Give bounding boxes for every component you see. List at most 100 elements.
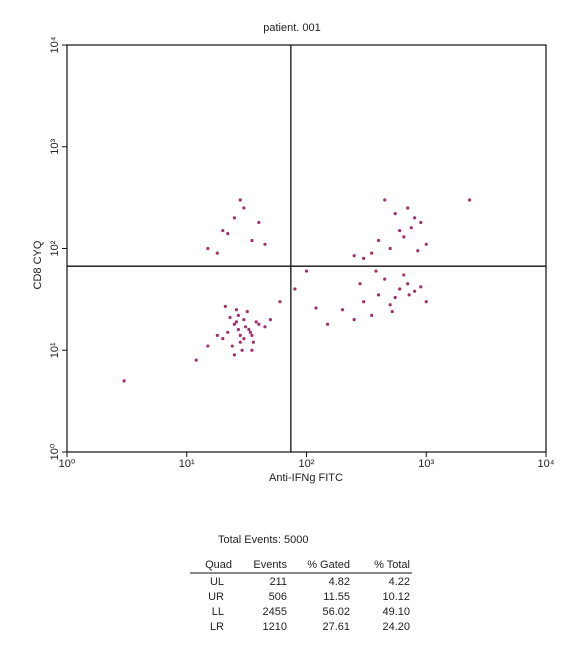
y-axis-label: CD8 CYQ	[32, 240, 44, 289]
point	[406, 206, 410, 210]
point	[194, 358, 198, 362]
point	[236, 327, 241, 332]
table-cell: 4.82	[329, 576, 350, 588]
x-axis-label: Anti-IFNg FITC	[269, 472, 343, 484]
point	[409, 226, 413, 230]
point	[226, 232, 230, 236]
table-header: % Total	[374, 559, 410, 571]
point	[370, 251, 374, 255]
table-cell: 506	[269, 591, 287, 603]
point	[236, 313, 241, 318]
table-cell: 24.20	[382, 621, 410, 633]
point	[238, 333, 242, 337]
point	[383, 277, 387, 281]
point	[251, 340, 255, 344]
point	[215, 333, 219, 337]
point	[314, 306, 318, 310]
table-cell: LR	[210, 621, 224, 633]
point	[402, 235, 406, 239]
point	[122, 379, 126, 383]
point	[424, 300, 428, 304]
point	[234, 320, 239, 324]
point	[419, 285, 423, 289]
table-header: Events	[253, 559, 287, 571]
point	[362, 300, 366, 304]
point	[238, 340, 242, 344]
point	[352, 318, 356, 322]
table-cell: UR	[208, 591, 224, 603]
point	[304, 269, 309, 273]
point	[374, 269, 378, 273]
point	[413, 216, 417, 220]
table-header: % Gated	[307, 559, 350, 571]
point	[228, 315, 232, 320]
point	[398, 228, 402, 233]
point	[257, 220, 261, 225]
point	[340, 308, 345, 312]
point	[402, 273, 406, 277]
point	[419, 220, 423, 225]
point	[278, 300, 282, 304]
point	[383, 198, 387, 202]
table-cell: LL	[212, 606, 224, 618]
point	[393, 295, 397, 300]
table-cell: 10.12	[382, 591, 410, 603]
table-cell: 2455	[263, 606, 287, 618]
table-cell: 4.22	[389, 576, 410, 588]
point	[234, 308, 239, 312]
point	[376, 238, 381, 243]
point	[398, 287, 402, 291]
point	[325, 322, 330, 326]
table-cell: UL	[210, 576, 224, 588]
table-cell: 27.61	[322, 621, 350, 633]
point	[226, 330, 230, 334]
point	[250, 333, 254, 337]
point	[230, 344, 234, 348]
point	[388, 246, 392, 251]
y-tick-label: 10¹	[49, 342, 61, 358]
point	[221, 228, 225, 233]
y-tick-label: 10⁴	[49, 36, 61, 53]
point	[240, 348, 244, 352]
chart-title: patient. 001	[263, 22, 321, 34]
point	[424, 242, 428, 246]
point	[413, 289, 417, 293]
point	[263, 325, 267, 329]
point	[242, 318, 246, 322]
point	[247, 327, 251, 332]
table-header: Quad	[205, 559, 232, 571]
point	[257, 322, 261, 326]
point	[388, 303, 392, 307]
point	[467, 198, 472, 202]
y-tick-label: 10⁰	[49, 443, 61, 460]
x-tick-label: 10²	[299, 458, 315, 470]
point	[221, 337, 225, 341]
table-cell: 11.55	[323, 591, 350, 603]
point	[206, 344, 210, 348]
point	[254, 320, 258, 324]
point	[248, 330, 252, 334]
point	[352, 254, 356, 258]
point	[416, 249, 420, 253]
point	[238, 198, 242, 202]
plot-frame	[66, 44, 547, 453]
x-tick-label: 10³	[418, 458, 434, 470]
point	[232, 322, 237, 326]
x-tick-label: 10⁰	[59, 458, 76, 470]
point	[358, 282, 362, 286]
y-tick-label: 10³	[49, 138, 61, 154]
point	[263, 242, 267, 246]
point	[362, 256, 366, 260]
point	[223, 304, 227, 308]
point	[376, 293, 381, 297]
point	[243, 325, 248, 329]
point	[242, 337, 246, 341]
point	[215, 251, 219, 255]
table-cell: 56.02	[322, 606, 350, 618]
point	[406, 282, 410, 286]
y-tick-label: 10²	[49, 240, 61, 256]
point	[268, 318, 273, 322]
table-cell: 1210	[263, 621, 287, 633]
point	[393, 212, 397, 216]
x-tick-label: 10¹	[179, 458, 195, 470]
